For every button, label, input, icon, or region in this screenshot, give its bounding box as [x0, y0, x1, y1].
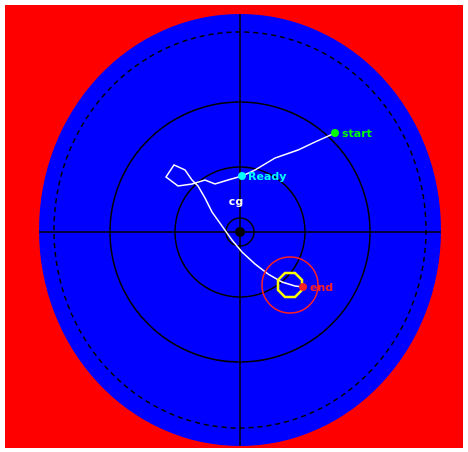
end-target	[276, 271, 304, 299]
end-marker	[299, 283, 307, 291]
cg-trace	[164, 132, 336, 288]
ready-marker	[238, 172, 246, 180]
start-label: start	[342, 127, 372, 140]
ready-label: Ready	[248, 170, 286, 183]
end-label: end	[310, 281, 333, 294]
start-marker	[331, 129, 339, 137]
cg-label: cg	[229, 195, 243, 208]
end-zone	[261, 256, 319, 314]
